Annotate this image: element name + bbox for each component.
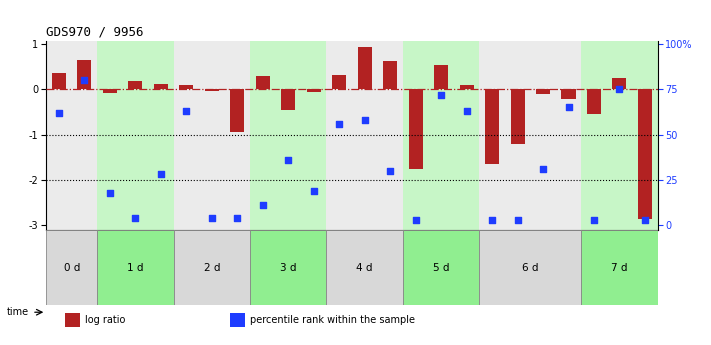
Text: 2 d: 2 d [203, 263, 220, 273]
Bar [326, 230, 403, 305]
Bar [403, 41, 479, 230]
Bar [77, 60, 92, 89]
Text: 1 d: 1 d [127, 263, 144, 273]
Text: 6 d: 6 d [522, 263, 538, 273]
Bar [256, 76, 269, 89]
Bar [536, 89, 550, 93]
Point [410, 217, 422, 223]
Bar [358, 47, 372, 89]
Bar [52, 73, 66, 89]
Bar [326, 41, 403, 230]
Point [538, 166, 549, 172]
Point [232, 215, 243, 221]
Text: time: time [7, 307, 29, 317]
Point [614, 86, 625, 92]
Point [129, 215, 141, 221]
Point [181, 108, 192, 114]
Text: percentile rank within the sample: percentile rank within the sample [250, 315, 415, 325]
Bar [612, 78, 626, 89]
Point [308, 188, 319, 194]
Bar [129, 81, 142, 89]
Point [385, 168, 396, 174]
Bar [97, 230, 173, 305]
Text: GDS970 / 9956: GDS970 / 9956 [46, 26, 144, 39]
Point [257, 203, 269, 208]
Point [588, 217, 599, 223]
Bar [173, 230, 250, 305]
Bar [230, 89, 245, 132]
Text: 3 d: 3 d [280, 263, 296, 273]
Point [435, 92, 447, 97]
Bar [179, 85, 193, 89]
Bar [485, 89, 499, 164]
Point [79, 77, 90, 83]
Bar [403, 230, 479, 305]
Point [206, 215, 218, 221]
Point [512, 217, 523, 223]
Bar [459, 86, 474, 89]
Point [282, 157, 294, 163]
Point [563, 105, 574, 110]
Bar [173, 41, 250, 230]
Point [639, 217, 651, 223]
Bar [282, 89, 295, 110]
Bar [434, 66, 448, 89]
Point [53, 110, 65, 116]
Bar [587, 89, 601, 114]
Bar [250, 230, 326, 305]
Bar [409, 89, 422, 169]
Bar [154, 83, 168, 89]
Point [486, 217, 498, 223]
Bar [383, 61, 397, 89]
Text: 7 d: 7 d [611, 263, 628, 273]
Bar [562, 89, 575, 99]
Point [155, 172, 166, 177]
Text: 0 d: 0 d [63, 263, 80, 273]
Bar [65, 313, 80, 327]
Bar [46, 41, 97, 230]
Bar [510, 89, 525, 144]
Bar [638, 89, 652, 219]
Bar [103, 89, 117, 93]
Point [461, 108, 472, 114]
Bar [230, 313, 245, 327]
Bar [306, 89, 321, 92]
Text: log ratio: log ratio [85, 315, 125, 325]
Bar [479, 41, 581, 230]
Point [333, 121, 345, 126]
Bar [332, 76, 346, 89]
Bar [205, 89, 219, 91]
Bar [479, 230, 581, 305]
Point [359, 117, 370, 123]
Point [105, 190, 116, 195]
Bar [581, 41, 658, 230]
Bar [581, 230, 658, 305]
Bar [250, 41, 326, 230]
Bar [97, 41, 173, 230]
Bar [46, 230, 97, 305]
Text: 4 d: 4 d [356, 263, 373, 273]
Text: 5 d: 5 d [433, 263, 449, 273]
